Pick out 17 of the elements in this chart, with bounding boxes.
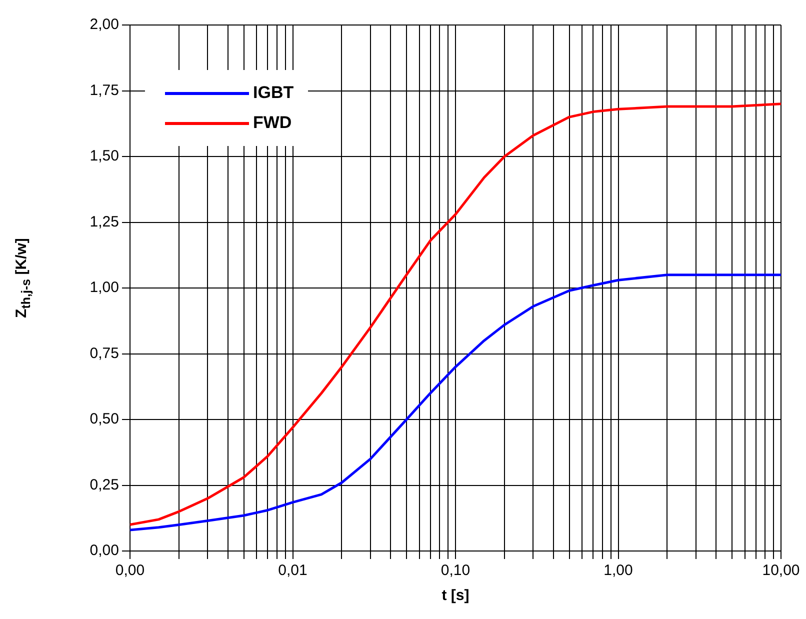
y-tick-label: 1,50: [90, 148, 119, 165]
y-tick-label: 0,25: [90, 476, 119, 494]
y-tick-label: 0,00: [90, 542, 119, 560]
x-axis-title: t [s]: [442, 587, 470, 604]
y-tick-label: 2,00: [90, 16, 119, 34]
y-tick-label: 1,25: [90, 213, 119, 230]
x-tick-label: 0,10: [440, 562, 470, 580]
x-tick-label: 0,01: [278, 562, 308, 580]
x-tick-label: 0,00: [115, 562, 145, 580]
legend-label: IGBT: [253, 83, 294, 103]
y-tick-label: 1,75: [90, 82, 119, 99]
x-tick-label: 10,00: [762, 562, 800, 580]
x-tick-label: 1,00: [604, 562, 633, 580]
y-tick-label: 0,75: [90, 344, 119, 362]
legend-label: FWD: [253, 113, 292, 133]
y-tick-label: 1,00: [90, 279, 119, 296]
y-tick-label: 0,50: [90, 410, 119, 428]
